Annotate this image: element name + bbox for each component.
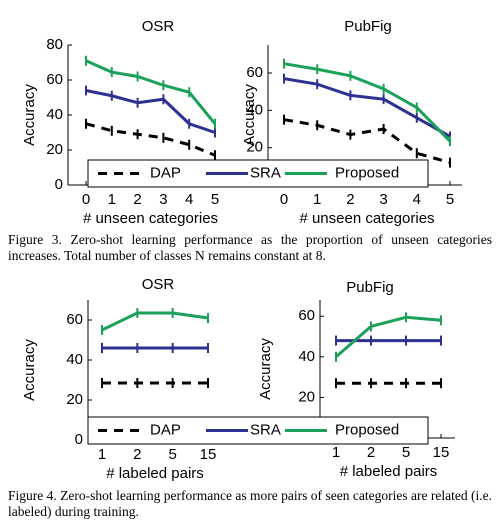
legend-label: Proposed xyxy=(335,164,399,181)
series-line xyxy=(335,315,442,358)
y-axis-label: Accuracy xyxy=(241,84,258,146)
x-tick-label: 2 xyxy=(367,444,375,461)
y-tick-label: 60 xyxy=(46,71,63,88)
legend-box xyxy=(87,416,429,445)
series-line xyxy=(283,77,451,138)
series-line xyxy=(85,89,216,134)
y-tick-label: 40 xyxy=(298,348,315,365)
y-tick-label: 0 xyxy=(75,431,83,448)
x-tick-label: 5 xyxy=(211,191,219,208)
chart-title: OSR xyxy=(142,276,175,293)
y-tick-label: 40 xyxy=(246,101,263,118)
y-tick-label: 60 xyxy=(298,307,315,324)
x-tick-label: 4 xyxy=(185,191,193,208)
chart-title: PubFig xyxy=(344,18,392,35)
chart-title: OSR xyxy=(142,18,175,35)
y-tick-label: 60 xyxy=(246,64,263,81)
x-tick-label: 1 xyxy=(98,446,106,463)
x-tick-label: 4 xyxy=(413,191,421,208)
series-line xyxy=(101,311,209,332)
series-line xyxy=(85,59,217,125)
x-tick-label: 5 xyxy=(446,191,454,208)
series-line xyxy=(85,122,216,157)
chart-title: PubFig xyxy=(346,279,394,296)
x-tick-label: 3 xyxy=(379,191,387,208)
y-tick-label: 40 xyxy=(66,351,83,368)
y-tick-label: 80 xyxy=(46,36,63,53)
x-tick-label: 15 xyxy=(200,446,217,463)
legend-label: SRA xyxy=(250,164,281,181)
y-axis-label: Accuracy xyxy=(21,84,38,146)
y-axis-label: Accuracy xyxy=(257,338,274,400)
legend-label: DAP xyxy=(150,421,181,438)
legend-box xyxy=(87,159,429,188)
y-tick-label: 20 xyxy=(46,141,63,158)
y-tick-label: 20 xyxy=(246,139,263,156)
y-axis-label: Accuracy xyxy=(21,339,38,401)
y-tick-label: 20 xyxy=(66,391,83,408)
caption: Figure 4. Zero-shot learning performance… xyxy=(8,488,492,519)
x-tick-label: 1 xyxy=(332,444,340,461)
x-tick-label: 5 xyxy=(402,444,410,461)
x-tick-label: 15 xyxy=(433,444,450,461)
y-tick-label: 20 xyxy=(298,388,315,405)
y-tick-label: 40 xyxy=(46,106,63,123)
legend-label: SRA xyxy=(250,421,281,438)
legend-label: Proposed xyxy=(335,421,399,438)
x-tick-label: 3 xyxy=(159,191,167,208)
x-tick-label: 1 xyxy=(313,191,321,208)
y-tick-label: 60 xyxy=(66,311,83,328)
x-tick-label: 2 xyxy=(346,191,354,208)
x-tick-label: 0 xyxy=(82,191,90,208)
y-tick-label: 0 xyxy=(55,176,63,193)
caption: Figure 3. Zero-shot learning performance… xyxy=(8,232,492,263)
x-tick-label: 2 xyxy=(133,446,141,463)
legend-label: DAP xyxy=(150,164,181,181)
x-tick-label: 0 xyxy=(280,191,288,208)
x-axis-label: # labeled pairs xyxy=(340,463,438,480)
x-tick-label: 5 xyxy=(168,446,176,463)
x-axis-label: # labeled pairs xyxy=(106,465,204,482)
x-axis-label: # unseen categories xyxy=(83,210,218,227)
x-tick-label: 2 xyxy=(133,191,141,208)
series-line xyxy=(283,62,452,143)
series-line xyxy=(283,118,451,165)
x-axis-label: # unseen categories xyxy=(299,210,434,227)
x-tick-label: 1 xyxy=(108,191,116,208)
